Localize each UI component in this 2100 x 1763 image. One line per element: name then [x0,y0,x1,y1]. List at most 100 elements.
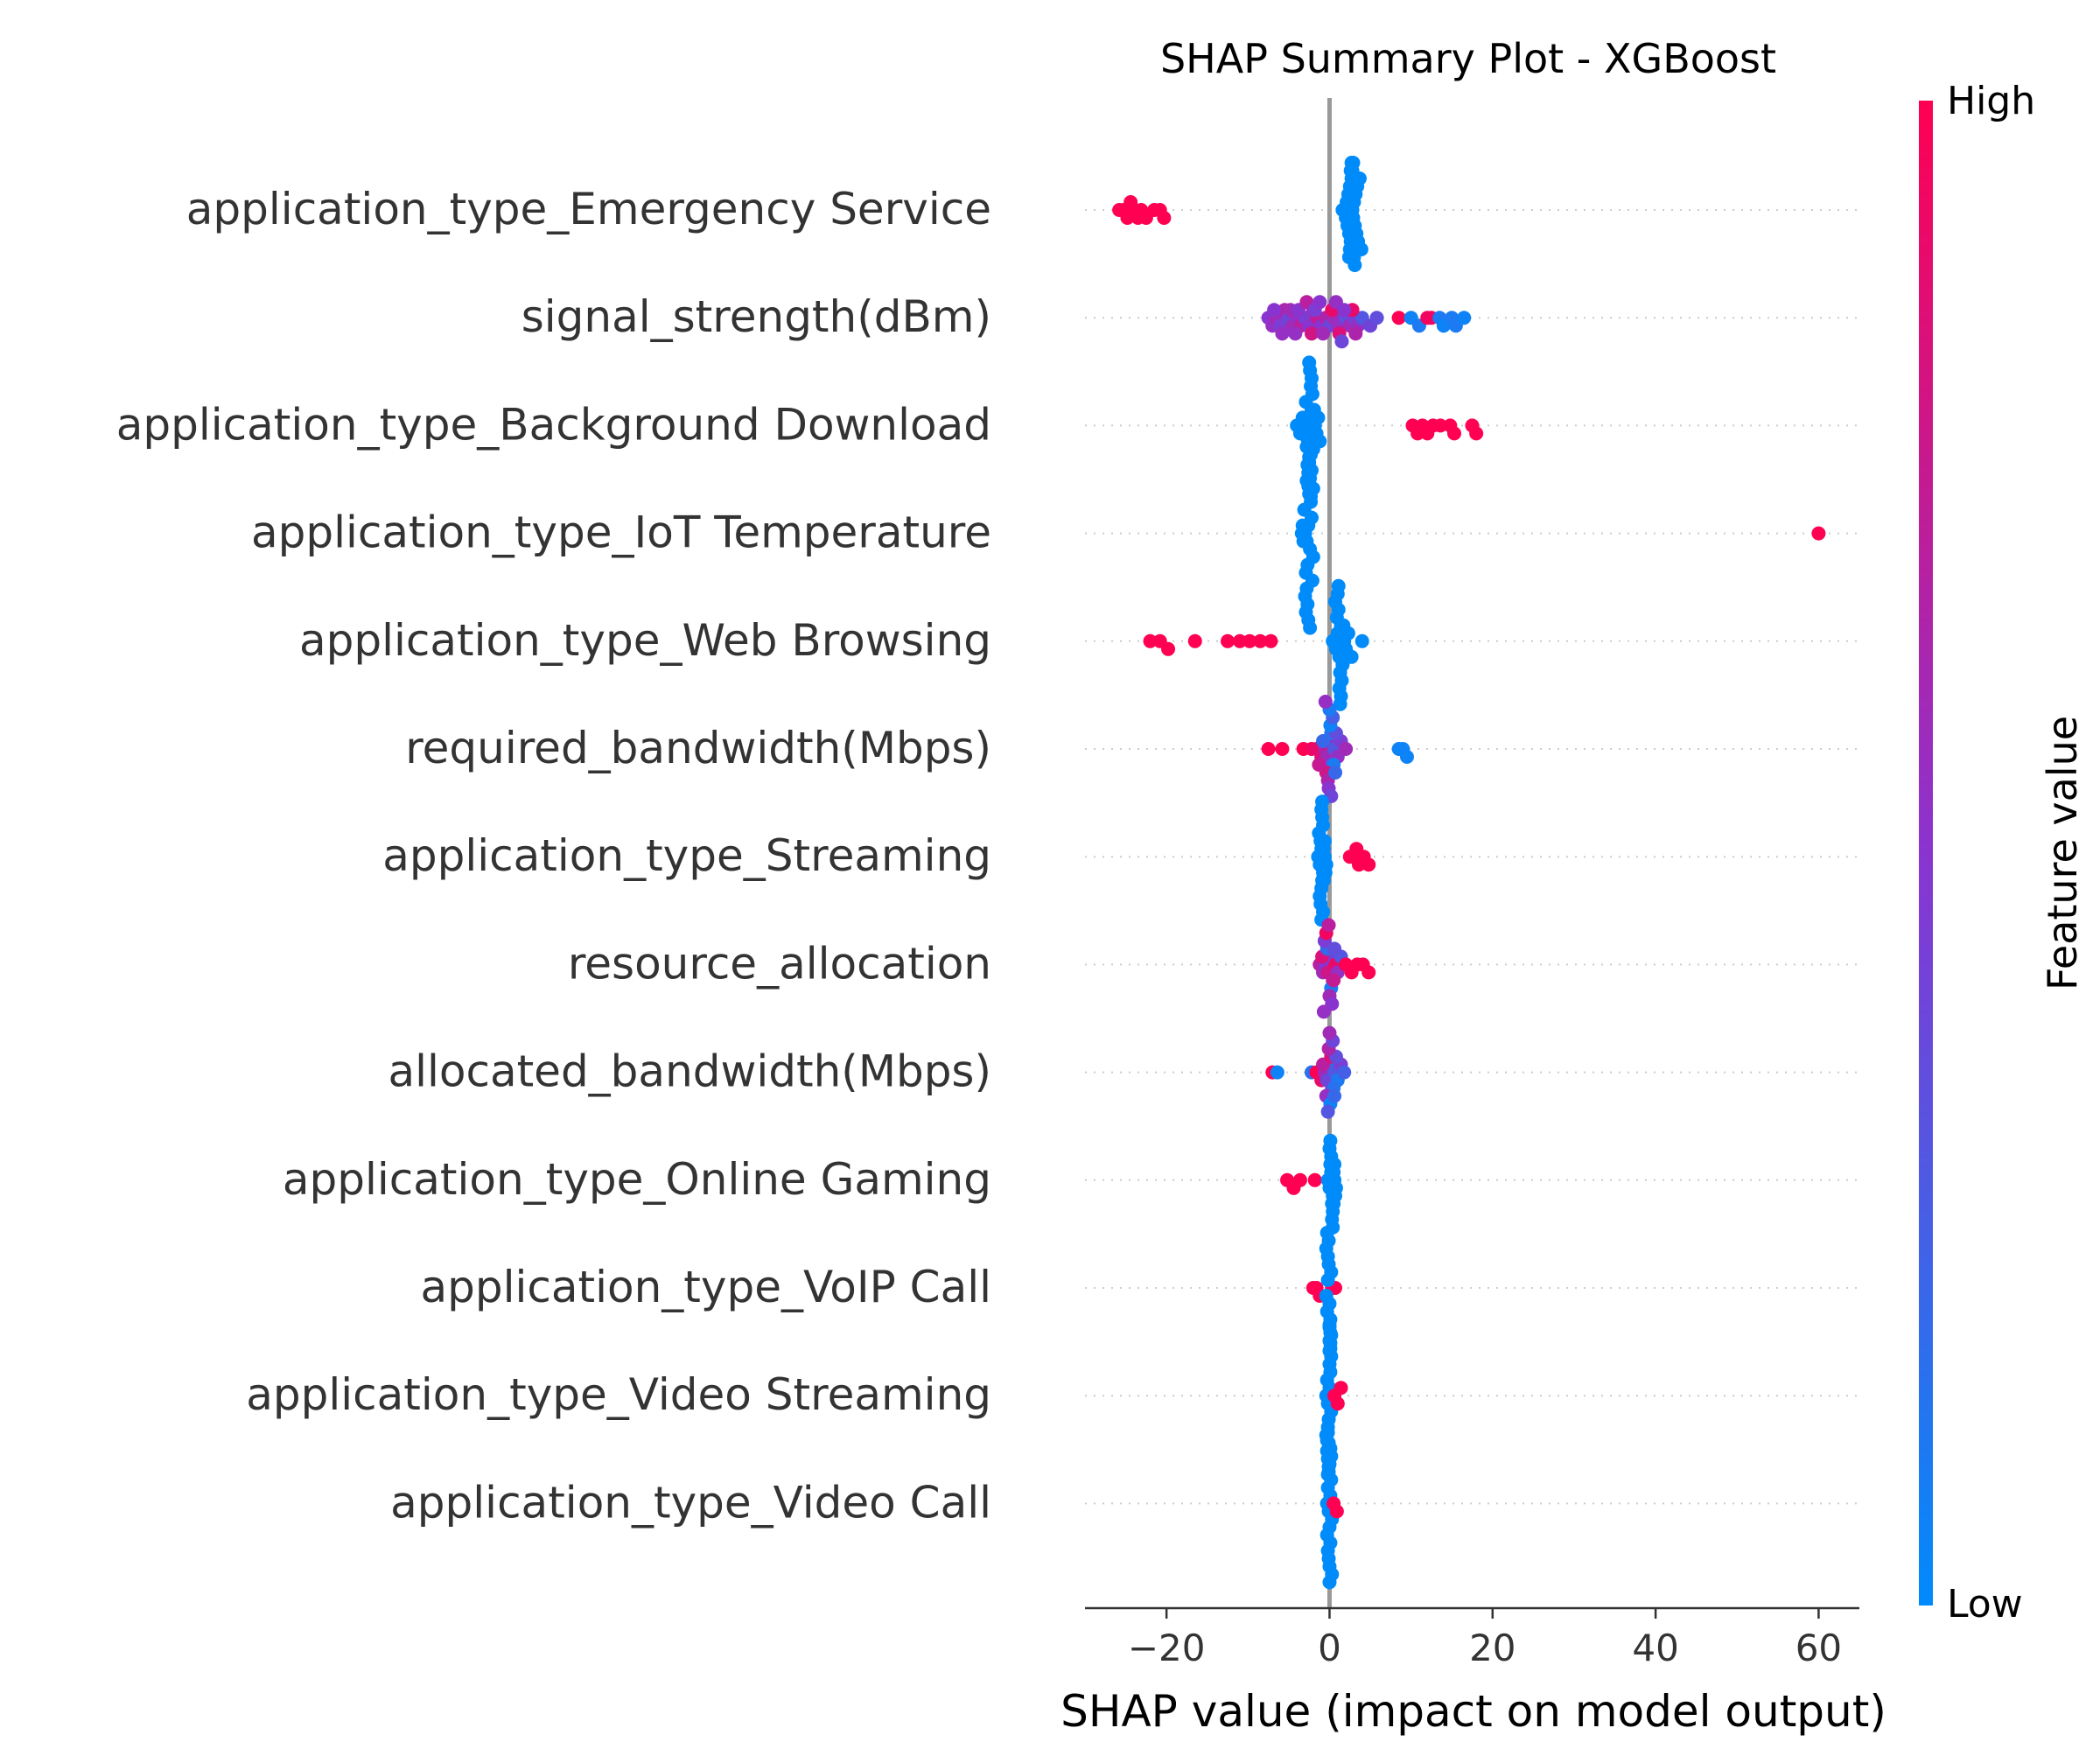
shap-dot [1157,211,1172,225]
shap-dot [1321,918,1336,933]
shap-dot [1303,620,1318,635]
feature-label: application_type_IoT Temperature [251,507,991,558]
colorbar-low-label: Low [1947,1582,2023,1627]
feature-label: application_type_Video Streaming [246,1369,991,1420]
colorbar-high-label: High [1947,79,2035,123]
shap-dot [1275,742,1290,756]
x-tick-label: 0 [1318,1627,1341,1669]
shap-dot [1253,633,1268,648]
shap-dot [1275,326,1290,341]
shap-dot [1312,434,1327,449]
shap-dot [1316,326,1331,341]
chart-title: SHAP Summary Plot - XGBoost [1160,35,1776,82]
shap-dot [1264,633,1278,648]
shap-dot [1330,1396,1345,1411]
shap-dot [1326,1196,1341,1211]
shap-dot [1261,742,1276,756]
shap-dot [1317,834,1332,849]
shap-dot [1161,641,1176,656]
shap-dot [1242,633,1257,648]
feature-labels: application_type_Emergency Service signal… [116,184,991,1528]
shap-dot [1316,873,1331,888]
feature-label: signal_strength(dBm) [522,291,991,342]
shap-dot [1811,526,1826,541]
shap-dot [1221,633,1236,648]
shap-dot [1469,426,1484,441]
shap-dot [1339,742,1354,756]
x-tick-label: 60 [1796,1627,1842,1669]
shap-dot [1233,633,1247,648]
shap-dot [1322,1575,1337,1590]
shap-dot [1337,303,1352,318]
shap-dot [1270,1065,1284,1080]
shap-dot [1399,750,1414,764]
shap-dot [1329,1504,1344,1519]
shap-dot [1341,250,1356,264]
colorbar-gradient [1919,101,1933,1606]
shap-dot [1362,857,1376,872]
feature-label: application_type_Streaming [382,830,991,881]
shap-dot [1327,941,1342,956]
shap-dot [1322,1025,1337,1040]
row-guides [1085,209,1859,1505]
shap-dot [1320,1425,1335,1440]
shap-dot [1304,326,1319,341]
shap-dot [1327,1157,1342,1172]
shap-dot [1292,1172,1307,1187]
shap-dot [1302,355,1317,370]
shap-dot [1333,696,1348,711]
feature-label: required_bandwidth(Mbps) [405,723,991,773]
shap-dot [1354,633,1369,648]
shap-dot [1300,431,1315,446]
feature-label: application_type_Web Browsing [299,615,991,666]
shap-dot [1187,633,1202,648]
x-tick-label: −20 [1128,1627,1206,1669]
feature-label: application_type_VoIP Call [420,1262,991,1312]
shap-dot [1457,311,1472,325]
shap-dot [1391,311,1406,325]
colorbar-title: Feature value [2039,716,2086,990]
shap-dot [1143,633,1158,648]
shap-dot [1334,1381,1348,1396]
shap-dot [1288,326,1303,341]
colorbar: High Low Feature value [1919,79,2086,1627]
shap-dot [1295,518,1310,533]
feature-label: application_type_Emergency Service [186,184,991,234]
x-axis-label: SHAP value (impact on model output) [1060,1686,1886,1737]
shap-dot [1312,295,1327,310]
shap-dots [1112,156,1826,1590]
feature-label: resource_allocation [568,938,991,989]
x-axis: −20 0 20 40 60 [1085,1606,1859,1669]
shap-dot [1320,1226,1334,1240]
shap-dot [1323,1133,1338,1148]
shap-dot [1344,649,1359,664]
shap-dot [1322,1318,1337,1333]
shap-dot [1327,1088,1342,1103]
shap-dot [1306,402,1321,417]
shap-dot [1316,1004,1331,1019]
shap-dot [1337,1065,1352,1080]
shap-dot [1362,965,1376,980]
shap-dot [1315,794,1330,809]
shap-dot [1344,156,1359,170]
feature-label: application_type_Video Call [390,1477,991,1528]
shap-dot [1433,418,1448,433]
shap-dot [1331,578,1346,593]
feature-label: application_type_Online Gaming [283,1154,991,1205]
shap-dot [1307,1172,1322,1187]
shap-dot [1334,334,1349,349]
shap-dot [1369,311,1384,325]
shap-dot [1267,303,1282,318]
shap-dot [1336,618,1351,633]
shap-dot [1348,326,1363,341]
shap-dot [1312,758,1326,772]
shap-dot [1349,842,1364,857]
feature-label: application_type_Background Download [116,399,991,450]
x-tick-label: 20 [1469,1627,1516,1669]
shap-dot [1320,1104,1335,1119]
shap-dot [1318,695,1333,709]
x-tick-label: 40 [1632,1627,1678,1669]
shap-dot [1326,973,1341,988]
shap-dot [1447,426,1462,441]
